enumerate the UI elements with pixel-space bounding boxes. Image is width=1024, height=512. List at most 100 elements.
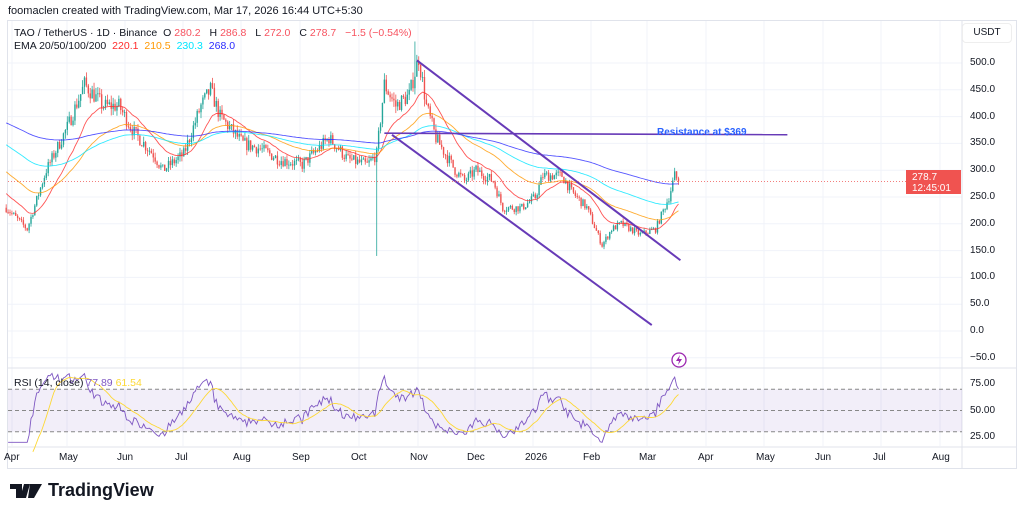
candle-body <box>49 162 51 163</box>
candle-body <box>106 99 109 104</box>
candle-body <box>353 155 355 160</box>
time-label: Jul <box>175 452 188 463</box>
candle-body <box>123 112 126 113</box>
candle-body <box>167 160 170 169</box>
ema-label[interactable]: EMA 20/50/100/200 <box>14 40 107 52</box>
candle-body <box>496 187 498 197</box>
candle-body <box>528 201 531 204</box>
candle-body <box>341 146 344 158</box>
ema200-value: 268.0 <box>208 40 236 52</box>
tradingview-logo[interactable]: TradingView <box>10 480 154 501</box>
ema100-value: 230.3 <box>176 40 203 52</box>
candle-body <box>291 164 294 166</box>
candle-body <box>482 176 485 181</box>
candle-body <box>670 191 672 202</box>
price-label: 50.0 <box>970 298 990 310</box>
candle-body <box>121 110 124 113</box>
candle-body <box>427 104 429 107</box>
candle-body <box>37 195 40 197</box>
high-label: H <box>209 27 218 39</box>
candle-body <box>78 100 80 108</box>
candle-body <box>192 125 195 139</box>
change-value: −1.5 (−0.54%) <box>345 27 412 39</box>
candle-body <box>72 120 74 126</box>
time-label: Apr <box>4 452 20 463</box>
candle-body <box>316 150 319 152</box>
candle-body <box>253 145 256 148</box>
candle-body <box>158 165 160 168</box>
candle-body <box>532 194 535 197</box>
candle-body <box>662 209 664 212</box>
candle-body <box>263 145 265 149</box>
candle-body <box>488 174 491 177</box>
candle-body <box>150 150 153 154</box>
candle-body <box>314 150 317 153</box>
candle-body <box>211 83 214 88</box>
candle-body <box>574 192 577 196</box>
candle-body <box>120 98 122 111</box>
candle-body <box>129 126 132 130</box>
candle-body <box>213 87 216 107</box>
rsi-ma-value: 61.54 <box>115 377 142 389</box>
candle-body <box>11 213 13 214</box>
candle-body <box>282 161 284 167</box>
candle-body <box>416 61 418 77</box>
candle-body <box>595 228 598 231</box>
candle-body <box>465 180 468 181</box>
candle-body <box>637 229 640 235</box>
candle-body <box>110 102 112 109</box>
candle-body <box>517 206 519 212</box>
ema-legend: EMA 20/50/100/200 220.1 210.5 230.3 268.… <box>14 40 238 52</box>
candle-body <box>609 232 611 239</box>
candle-body <box>225 119 227 122</box>
candle-body <box>509 205 512 208</box>
candle-body <box>57 141 59 153</box>
candle-body <box>603 241 605 247</box>
candle-body <box>303 159 305 169</box>
candle-body <box>81 86 84 95</box>
rsi-label[interactable]: RSI (14, close) <box>14 377 84 389</box>
candle-body <box>349 155 351 159</box>
candle-body <box>154 157 156 162</box>
candle-body <box>95 94 97 102</box>
time-label: 2026 <box>525 452 548 463</box>
candle-body <box>32 215 34 217</box>
candle-body <box>295 159 298 161</box>
candle-body <box>484 180 487 182</box>
candle-body <box>146 150 149 152</box>
time-label: Oct <box>351 452 367 463</box>
candle-body <box>490 174 493 182</box>
candle-body <box>248 140 250 151</box>
candle-body <box>559 171 561 173</box>
candle-body <box>546 172 548 174</box>
candle-body <box>526 203 529 208</box>
price-label: 400.0 <box>970 110 996 122</box>
candle-body <box>311 150 313 154</box>
candle-body <box>563 176 565 184</box>
candle-body <box>429 106 431 116</box>
candle-body <box>677 178 680 182</box>
currency-button[interactable]: USDT <box>962 23 1012 43</box>
candle-body <box>259 148 261 150</box>
candle-body <box>91 89 93 99</box>
candle-body <box>26 228 28 231</box>
candle-body <box>456 174 458 177</box>
candle-body <box>41 184 44 188</box>
candle-body <box>206 89 208 94</box>
candle-body <box>228 125 231 130</box>
candle-body <box>502 202 504 211</box>
candle-body <box>458 172 460 177</box>
candle-body <box>34 205 36 216</box>
candle-body <box>334 144 336 149</box>
candle-body <box>24 224 26 229</box>
time-label: Jul <box>873 452 886 463</box>
candle-body <box>366 161 368 163</box>
candle-body <box>410 79 412 90</box>
candle-body <box>519 206 521 212</box>
symbol-name[interactable]: TAO / TetherUS · 1D · Binance <box>14 27 158 39</box>
time-label: Sep <box>292 452 310 463</box>
resistance-label[interactable]: Resistance at $369 <box>657 127 747 138</box>
ema200-line <box>6 122 679 185</box>
candle-body <box>654 228 657 233</box>
